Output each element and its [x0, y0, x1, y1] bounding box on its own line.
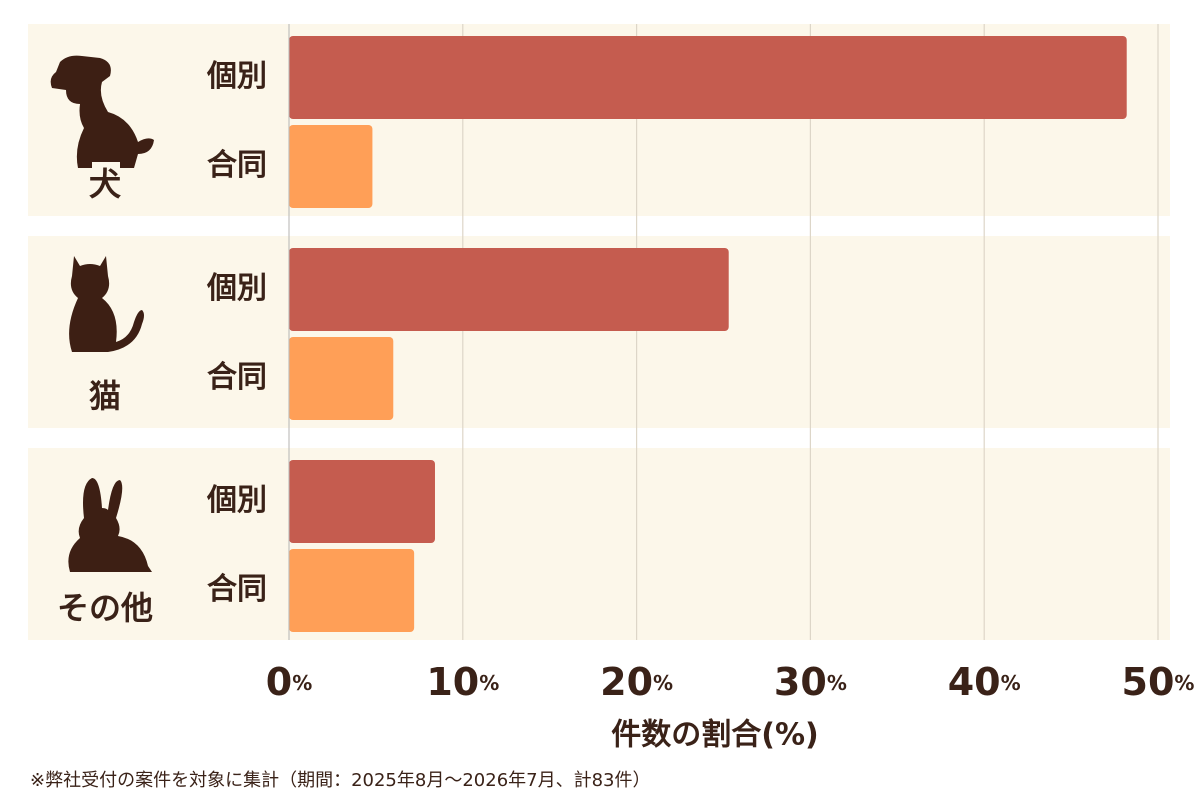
- series-label: 合同: [207, 572, 267, 607]
- series-label: 合同: [207, 148, 267, 183]
- x-tick-label: 50%: [1122, 660, 1195, 704]
- category-label: 猫: [89, 377, 121, 415]
- tick-number: 30: [774, 660, 827, 704]
- tick-unit: %: [292, 671, 312, 695]
- category-label: その他: [57, 589, 153, 627]
- icon: [68, 478, 152, 572]
- group-panel: [28, 448, 1170, 640]
- tick-unit: %: [827, 671, 847, 695]
- bar: [289, 549, 415, 632]
- tick-number: 10: [426, 660, 479, 704]
- footnote: ※弊社受付の案件を対象に集計（期間：2025年8月〜2026年7月、計83件）: [30, 770, 651, 791]
- tick-number: 50: [1122, 660, 1175, 704]
- series-label: 個別: [206, 271, 267, 306]
- bar: [289, 125, 373, 208]
- bar: [289, 460, 435, 543]
- icon: [50, 55, 154, 168]
- tick-number: 20: [600, 660, 653, 704]
- series-label: 個別: [206, 59, 267, 94]
- bar: [289, 248, 729, 331]
- series-label: 合同: [207, 360, 267, 395]
- category-label: 犬: [89, 165, 121, 203]
- x-tick-label: 20%: [600, 660, 673, 704]
- x-axis-label: 件数の割合(%): [611, 718, 818, 753]
- x-tick-label: 40%: [948, 660, 1021, 704]
- bar: [289, 36, 1127, 119]
- tick-unit: %: [479, 671, 499, 695]
- series-label: 個別: [206, 483, 267, 518]
- tick-unit: %: [1001, 671, 1021, 695]
- tick-number: 40: [948, 660, 1001, 704]
- tick-unit: %: [1174, 671, 1194, 695]
- tick-unit: %: [653, 671, 673, 695]
- icon: [69, 256, 144, 352]
- x-tick-label: 10%: [426, 660, 499, 704]
- bar: [289, 337, 394, 420]
- x-tick-label: 0%: [266, 660, 313, 704]
- x-tick-label: 30%: [774, 660, 847, 704]
- tick-number: 0: [266, 660, 292, 704]
